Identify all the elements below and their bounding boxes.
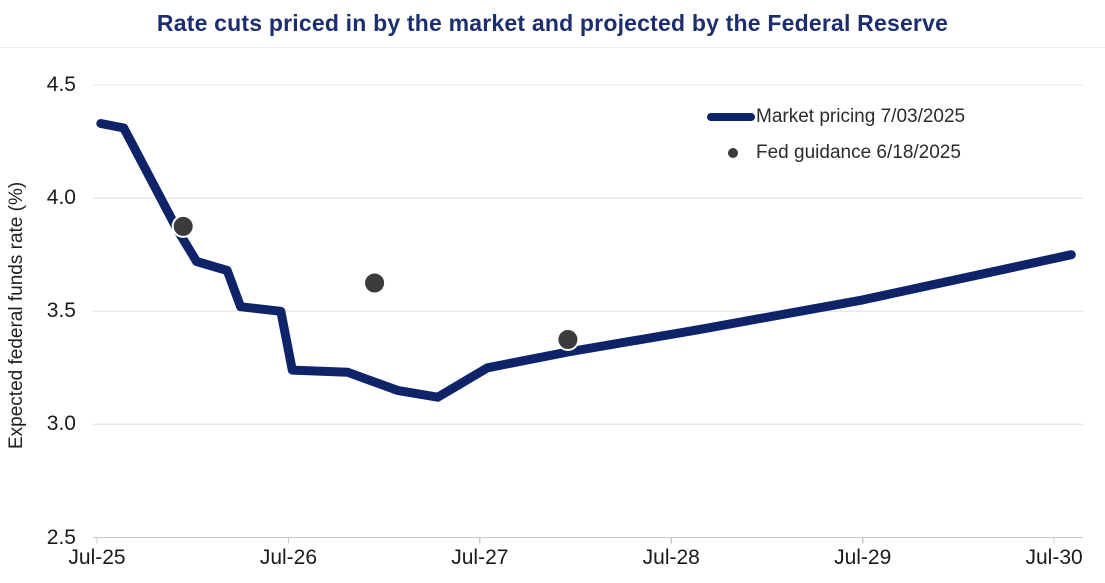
x-tick-label: Jul-28 (642, 546, 700, 569)
y-tick-label: 3.0 (46, 412, 76, 436)
legend-item-market-pricing: Market pricing 7/03/2025 (707, 103, 965, 131)
fed-guidance-dot (556, 328, 580, 351)
x-tick-label: Jul-29 (834, 546, 892, 569)
x-tick-label: Jul-25 (68, 546, 126, 569)
dot-swatch-icon (728, 148, 738, 158)
legend-label-market-pricing: Market pricing 7/03/2025 (756, 106, 966, 127)
x-tick-label: Jul-30 (1025, 546, 1083, 569)
legend: Market pricing 7/03/2025 Fed guidance 6/… (707, 103, 965, 175)
fed-guidance-dot (171, 214, 195, 238)
title-divider (0, 47, 1105, 48)
y-tick-label: 2.5 (46, 525, 76, 549)
legend-item-fed-guidance: Fed guidance 6/18/2025 (707, 139, 965, 167)
legend-label-fed-guidance: Fed guidance 6/18/2025 (756, 142, 961, 163)
y-tick-label: 3.5 (46, 299, 76, 323)
line-swatch-icon (707, 113, 755, 121)
market-pricing-line (96, 119, 1076, 402)
x-tick-label: Jul-26 (259, 546, 318, 569)
y-tick-label: 4.0 (46, 186, 76, 210)
y-tick-label: 4.5 (46, 73, 76, 96)
x-tick-label: Jul-27 (451, 546, 509, 569)
fed-guidance-dot (363, 271, 387, 295)
chart-title: Rate cuts priced in by the market and pr… (156, 10, 949, 36)
